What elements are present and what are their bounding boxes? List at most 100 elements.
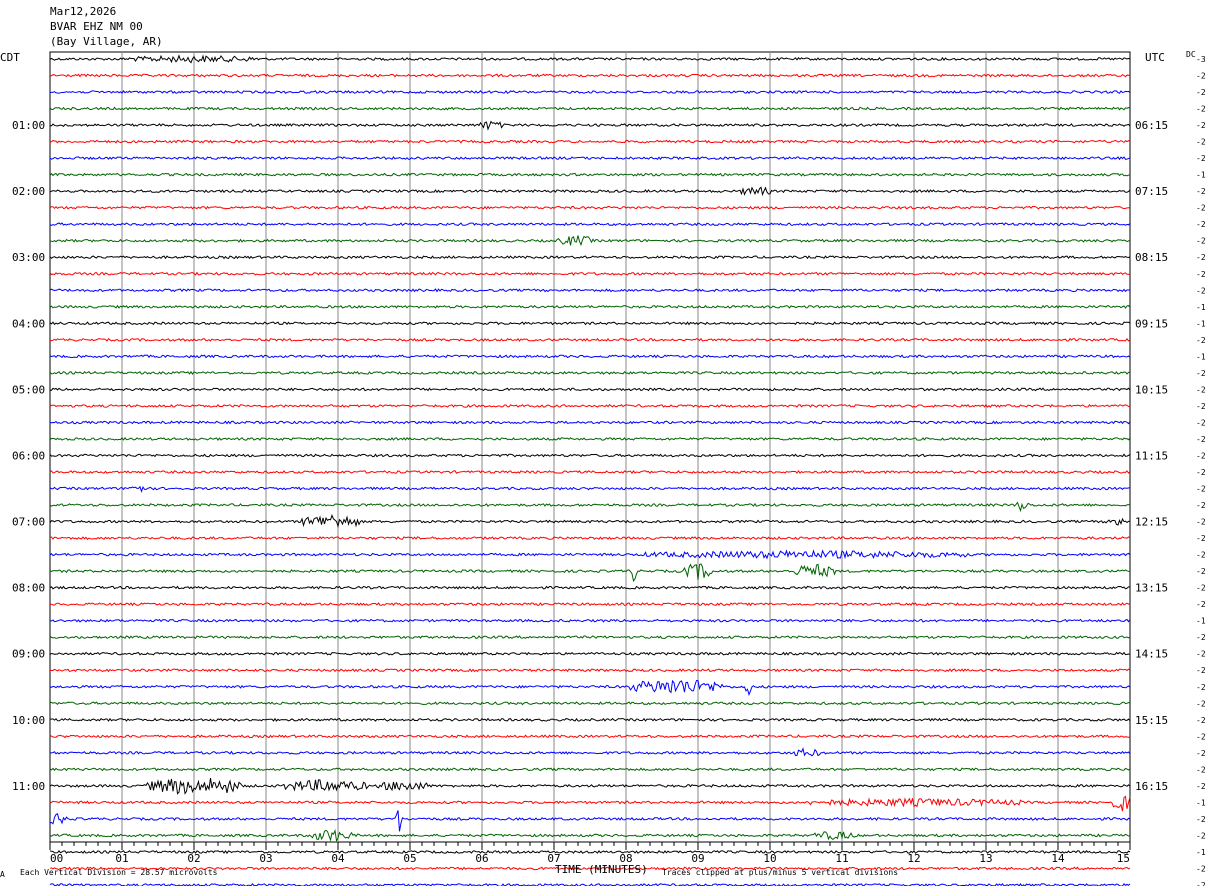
dc-offset-value: -2	[1196, 72, 1206, 81]
trace-line	[49, 337, 1131, 342]
dc-offset-value: -2	[1196, 534, 1206, 543]
x-tick-label: 05	[403, 852, 416, 865]
trace-line	[49, 549, 1131, 560]
dc-offset-value: -2	[1196, 402, 1206, 411]
trace-line	[49, 271, 1131, 276]
x-axis-title: TIME (MINUTES)	[555, 863, 648, 876]
trace-line	[49, 120, 1131, 131]
trace-line	[49, 387, 1131, 392]
dc-offset-value: -1	[1196, 352, 1206, 361]
dc-offset-value: -2	[1196, 567, 1206, 576]
dc-offset-value: -2	[1196, 716, 1206, 725]
dc-offset-value: -2	[1196, 765, 1206, 774]
left-zone-label: CDT	[0, 51, 20, 64]
seismic-traces	[49, 54, 1131, 886]
x-tick-label: 15	[1117, 852, 1130, 865]
trace-line	[49, 90, 1131, 94]
trace-line	[49, 288, 1131, 293]
trace-line	[49, 563, 1131, 583]
x-tick-label: 12	[907, 852, 920, 865]
footer-left-mark: A	[0, 870, 5, 879]
dc-offset-value: -2	[1196, 485, 1206, 494]
dc-offset-value: -2	[1196, 666, 1206, 675]
dc-offset-value: -2	[1196, 385, 1206, 394]
hour-label-left: 11:00	[12, 780, 45, 793]
hour-label-left: 06:00	[12, 449, 45, 462]
trace-line	[49, 73, 1131, 78]
dc-offset-value: -1	[1196, 171, 1206, 180]
hour-label-right: 06:15	[1135, 119, 1168, 132]
trace-line	[49, 734, 1131, 739]
trace-line	[49, 453, 1131, 458]
dc-offset-value: -1	[1196, 303, 1206, 312]
dc-offset-value: -2	[1196, 584, 1206, 593]
plot-frame	[49, 51, 1131, 843]
trace-line	[49, 420, 1131, 425]
dc-offset-value: -2	[1196, 881, 1206, 886]
header-station: BVAR EHZ NM 00	[50, 20, 143, 33]
dc-offset-value: -2	[1196, 286, 1206, 295]
hour-label-right: 14:15	[1135, 648, 1168, 661]
trace-line	[49, 156, 1131, 161]
minute-grid	[49, 51, 1131, 843]
hour-label-left: 05:00	[12, 383, 45, 396]
trace-line	[49, 304, 1131, 309]
trace-line	[49, 747, 1131, 757]
hour-label-right: 09:15	[1135, 317, 1168, 330]
trace-line	[49, 321, 1131, 326]
x-tick-label: 13	[979, 852, 992, 865]
trace-line	[49, 828, 1131, 843]
trace-line	[49, 469, 1131, 475]
x-tick-label: 09	[691, 852, 704, 865]
dc-offset-value: -2	[1196, 501, 1206, 510]
dc-offset-value: -2	[1196, 468, 1206, 477]
trace-line	[49, 54, 1131, 64]
trace-line	[49, 139, 1131, 144]
dc-offset-value: -2	[1196, 451, 1206, 460]
dc-offset-value: -1	[1196, 798, 1206, 807]
dc-offset-value: -2	[1196, 88, 1206, 97]
trace-line	[49, 701, 1131, 706]
trace-line	[49, 883, 1131, 886]
trace-line	[49, 172, 1131, 177]
trace-line	[49, 255, 1131, 260]
hour-label-left: 09:00	[12, 648, 45, 661]
trace-line	[49, 810, 1131, 832]
trace-line	[49, 651, 1131, 656]
x-tick-label: 14	[1051, 852, 1065, 865]
x-tick-label: 03	[259, 852, 272, 865]
right-zone-label: UTC	[1145, 51, 1165, 64]
dc-offset-value: -2	[1196, 831, 1206, 840]
dc-offset-value: -2	[1196, 138, 1206, 147]
dc-offset-value: -2	[1196, 105, 1206, 114]
dc-offset-value: -2	[1196, 551, 1206, 560]
trace-line	[49, 679, 1131, 697]
dc-offset-value: -2	[1196, 518, 1206, 527]
hour-label-right: 16:15	[1135, 780, 1168, 793]
x-tick-label: 06	[475, 852, 488, 865]
hour-label-right: 15:15	[1135, 714, 1168, 727]
trace-line	[49, 436, 1131, 441]
dc-offset-value: -2	[1196, 237, 1206, 246]
dc-offset-column: -3 -2 -2 -2 -2 -2 -2 -1 -2 -2 -2 -2 -2 -2 -2 -1 -1 -2 -1 -2…	[1196, 55, 1206, 886]
hour-label-right: 07:15	[1135, 185, 1168, 198]
trace-line	[49, 866, 1131, 871]
dc-offset-value: -2	[1196, 732, 1206, 741]
hour-label-right: 10:15	[1135, 383, 1168, 396]
trace-line	[49, 717, 1131, 722]
trace-line	[49, 222, 1131, 227]
trace-line	[49, 767, 1131, 772]
footer-clip-note: Traces clipped at plus/minus 5 vertical …	[662, 868, 898, 877]
dc-offset-value: -2	[1196, 270, 1206, 279]
dc-offset-value: -2	[1196, 369, 1206, 378]
dc-offset-value: -1	[1196, 319, 1206, 328]
trace-line	[49, 536, 1131, 541]
x-tick-label: 11	[835, 852, 848, 865]
hour-labels-right: 06:15 07:15 08:15 09:15 10:15 11:15 12:15 13:15…	[1135, 119, 1168, 793]
trace-line	[49, 205, 1131, 210]
dc-offset-value: -2	[1196, 815, 1206, 824]
hour-label-left: 10:00	[12, 714, 45, 727]
hour-label-left: 03:00	[12, 251, 45, 264]
hour-label-left: 02:00	[12, 185, 45, 198]
